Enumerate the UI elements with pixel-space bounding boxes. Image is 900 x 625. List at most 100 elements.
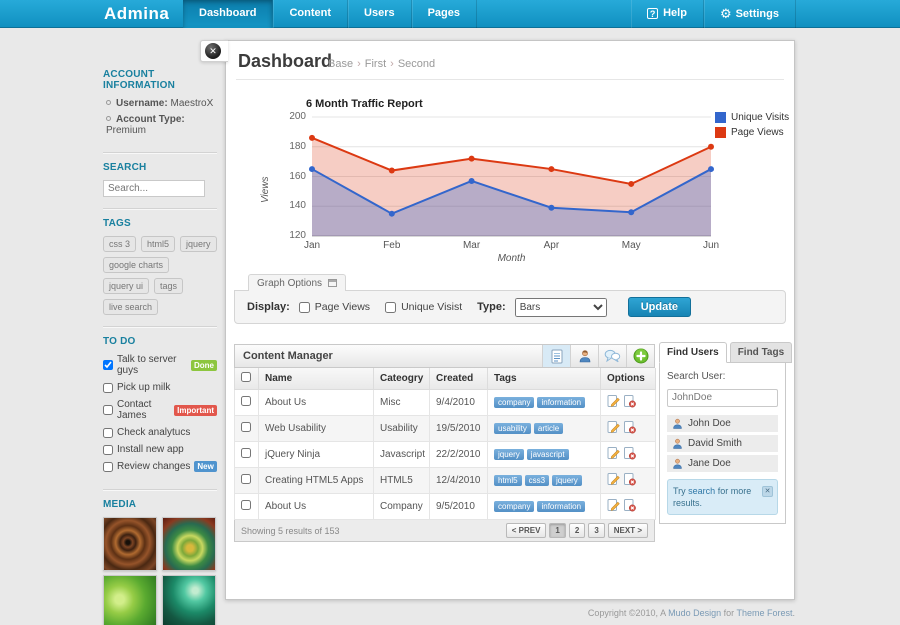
todo-checkbox[interactable] <box>103 382 113 393</box>
marketplace-link[interactable]: Theme Forest <box>736 608 793 618</box>
row-options-cell <box>600 389 656 416</box>
display-option-page-views: Page Views <box>298 301 370 313</box>
tag-article[interactable]: article <box>533 423 564 434</box>
graph-options-tab-label: Graph Options <box>257 277 323 289</box>
sidebar-tag-jquery-ui[interactable]: jquery ui <box>103 278 150 294</box>
row-name-cell: About Us <box>258 389 374 416</box>
nav-item-help[interactable]: ? Help <box>631 0 704 28</box>
edit-icon[interactable] <box>607 498 620 515</box>
tab-find-tags[interactable]: Find Tags <box>729 342 793 363</box>
tag-company[interactable]: company <box>494 397 535 408</box>
tag-css3[interactable]: css3 <box>524 475 550 486</box>
nav-item-dashboard[interactable]: Dashboard <box>183 0 274 28</box>
x-axis-tick: Mar <box>462 240 481 251</box>
nav-item-content[interactable]: Content <box>273 0 349 28</box>
todo-checkbox[interactable] <box>103 461 113 472</box>
delete-icon[interactable] <box>623 472 636 489</box>
search-user-input[interactable] <box>667 388 778 407</box>
media-thumbnail[interactable] <box>162 575 216 625</box>
nav-item-pages[interactable]: Pages <box>412 0 478 28</box>
nav-item-users[interactable]: Users <box>348 0 412 28</box>
edit-icon[interactable] <box>607 394 620 411</box>
media-grid <box>103 517 217 625</box>
row-checkbox[interactable] <box>241 448 251 458</box>
edit-icon[interactable] <box>607 446 620 463</box>
row-select-cell <box>234 441 259 468</box>
chart-x-axis-label: Month <box>497 253 526 264</box>
breadcrumb-item-second[interactable]: Second <box>397 58 436 70</box>
media-thumbnail[interactable] <box>103 517 157 571</box>
row-created-cell: 9/5/2010 <box>429 493 488 520</box>
page-button-2[interactable]: 2 <box>568 523 586 538</box>
account-info-item: Account Type: Premium <box>106 114 217 136</box>
row-checkbox[interactable] <box>241 422 251 432</box>
find-users-tabs: Find Users Find Tags <box>659 342 793 363</box>
y-axis-tick: 180 <box>289 140 306 152</box>
graph-options-tab[interactable]: Graph Options <box>248 274 347 291</box>
find-users-panel: Search User: John Doe David Smith Jane Doe… <box>659 362 786 524</box>
todo-badge-done: Done <box>191 359 217 371</box>
tag-javascript[interactable]: javascript <box>526 449 569 460</box>
tag-information[interactable]: information <box>537 501 586 512</box>
breadcrumb-item-first[interactable]: First <box>364 58 387 70</box>
delete-icon[interactable] <box>623 498 636 515</box>
notice-search-link[interactable]: search <box>688 485 716 496</box>
todo-checkbox[interactable] <box>103 427 113 438</box>
row-checkbox[interactable] <box>241 474 251 484</box>
delete-icon[interactable] <box>623 420 636 437</box>
row-checkbox[interactable] <box>241 396 251 406</box>
todo-checkbox[interactable] <box>103 444 113 455</box>
sidebar-tag-live-search[interactable]: live search <box>103 299 159 315</box>
results-summary: Showing 5 results of 153 <box>241 525 340 536</box>
sidebar-tag-css-3[interactable]: css 3 <box>103 236 137 252</box>
todo-checkbox[interactable] <box>103 360 113 370</box>
media-thumbnail[interactable] <box>162 517 216 571</box>
display-checkbox[interactable] <box>298 301 310 313</box>
toolbar-add-icon[interactable] <box>626 345 654 367</box>
column-header-tags: Tags <box>487 368 601 390</box>
user-result-john-doe[interactable]: John Doe <box>667 414 778 432</box>
edit-icon[interactable] <box>607 472 620 489</box>
sidebar-tag-tags[interactable]: tags <box>154 278 184 294</box>
tag-usability[interactable]: usability <box>494 423 531 434</box>
media-thumbnail[interactable] <box>103 575 157 625</box>
breadcrumb-item-base[interactable]: Base <box>328 58 354 70</box>
toolbar-document-icon[interactable] <box>542 345 570 367</box>
user-result-jane-doe[interactable]: Jane Doe <box>667 454 778 472</box>
page-button-next[interactable]: NEXT > <box>607 523 648 538</box>
page-button-prev[interactable]: < PREV <box>505 523 547 538</box>
toolbar-user-icon[interactable] <box>570 345 598 367</box>
app-logo[interactable]: Admina <box>104 4 170 23</box>
delete-icon[interactable] <box>623 446 636 463</box>
tab-find-users[interactable]: Find Users <box>659 342 727 363</box>
edit-icon[interactable] <box>607 420 620 437</box>
tag-html5[interactable]: html5 <box>494 475 522 486</box>
tag-jquery[interactable]: jquery <box>494 449 524 460</box>
nav-item-settings[interactable]: ⚙ Settings <box>704 0 796 28</box>
user-result-david-smith[interactable]: David Smith <box>667 434 778 452</box>
sidebar-tag-google-charts[interactable]: google charts <box>103 257 170 273</box>
update-button[interactable]: Update <box>627 297 691 317</box>
chart-canvas <box>309 116 714 237</box>
sidebar-tag-jquery[interactable]: jquery <box>180 236 217 252</box>
tag-information[interactable]: information <box>537 397 586 408</box>
page-button-3[interactable]: 3 <box>588 523 605 538</box>
page-button-1[interactable]: 1 <box>549 523 566 538</box>
tag-jquery[interactable]: jquery <box>552 475 582 486</box>
tag-company[interactable]: company <box>494 501 535 512</box>
toolbar-comments-icon[interactable] <box>598 345 626 367</box>
row-options-cell <box>600 493 656 520</box>
todo-checkbox[interactable] <box>103 405 113 415</box>
display-checkbox[interactable] <box>385 301 397 313</box>
header-divider <box>236 79 784 80</box>
graph-type-select[interactable]: Bars <box>514 297 607 317</box>
select-all-checkbox[interactable] <box>241 372 251 382</box>
sidebar-search-input[interactable] <box>103 180 205 197</box>
delete-icon[interactable] <box>623 394 636 411</box>
sidebar-tag-html5[interactable]: html5 <box>141 236 176 252</box>
notice-close-icon[interactable]: ✕ <box>762 485 773 497</box>
todo-label: Contact James <box>117 399 152 421</box>
row-checkbox[interactable] <box>241 500 251 510</box>
designer-link[interactable]: Mudo Design <box>668 608 722 618</box>
sidebar-close-button[interactable]: ✕ <box>205 43 221 59</box>
